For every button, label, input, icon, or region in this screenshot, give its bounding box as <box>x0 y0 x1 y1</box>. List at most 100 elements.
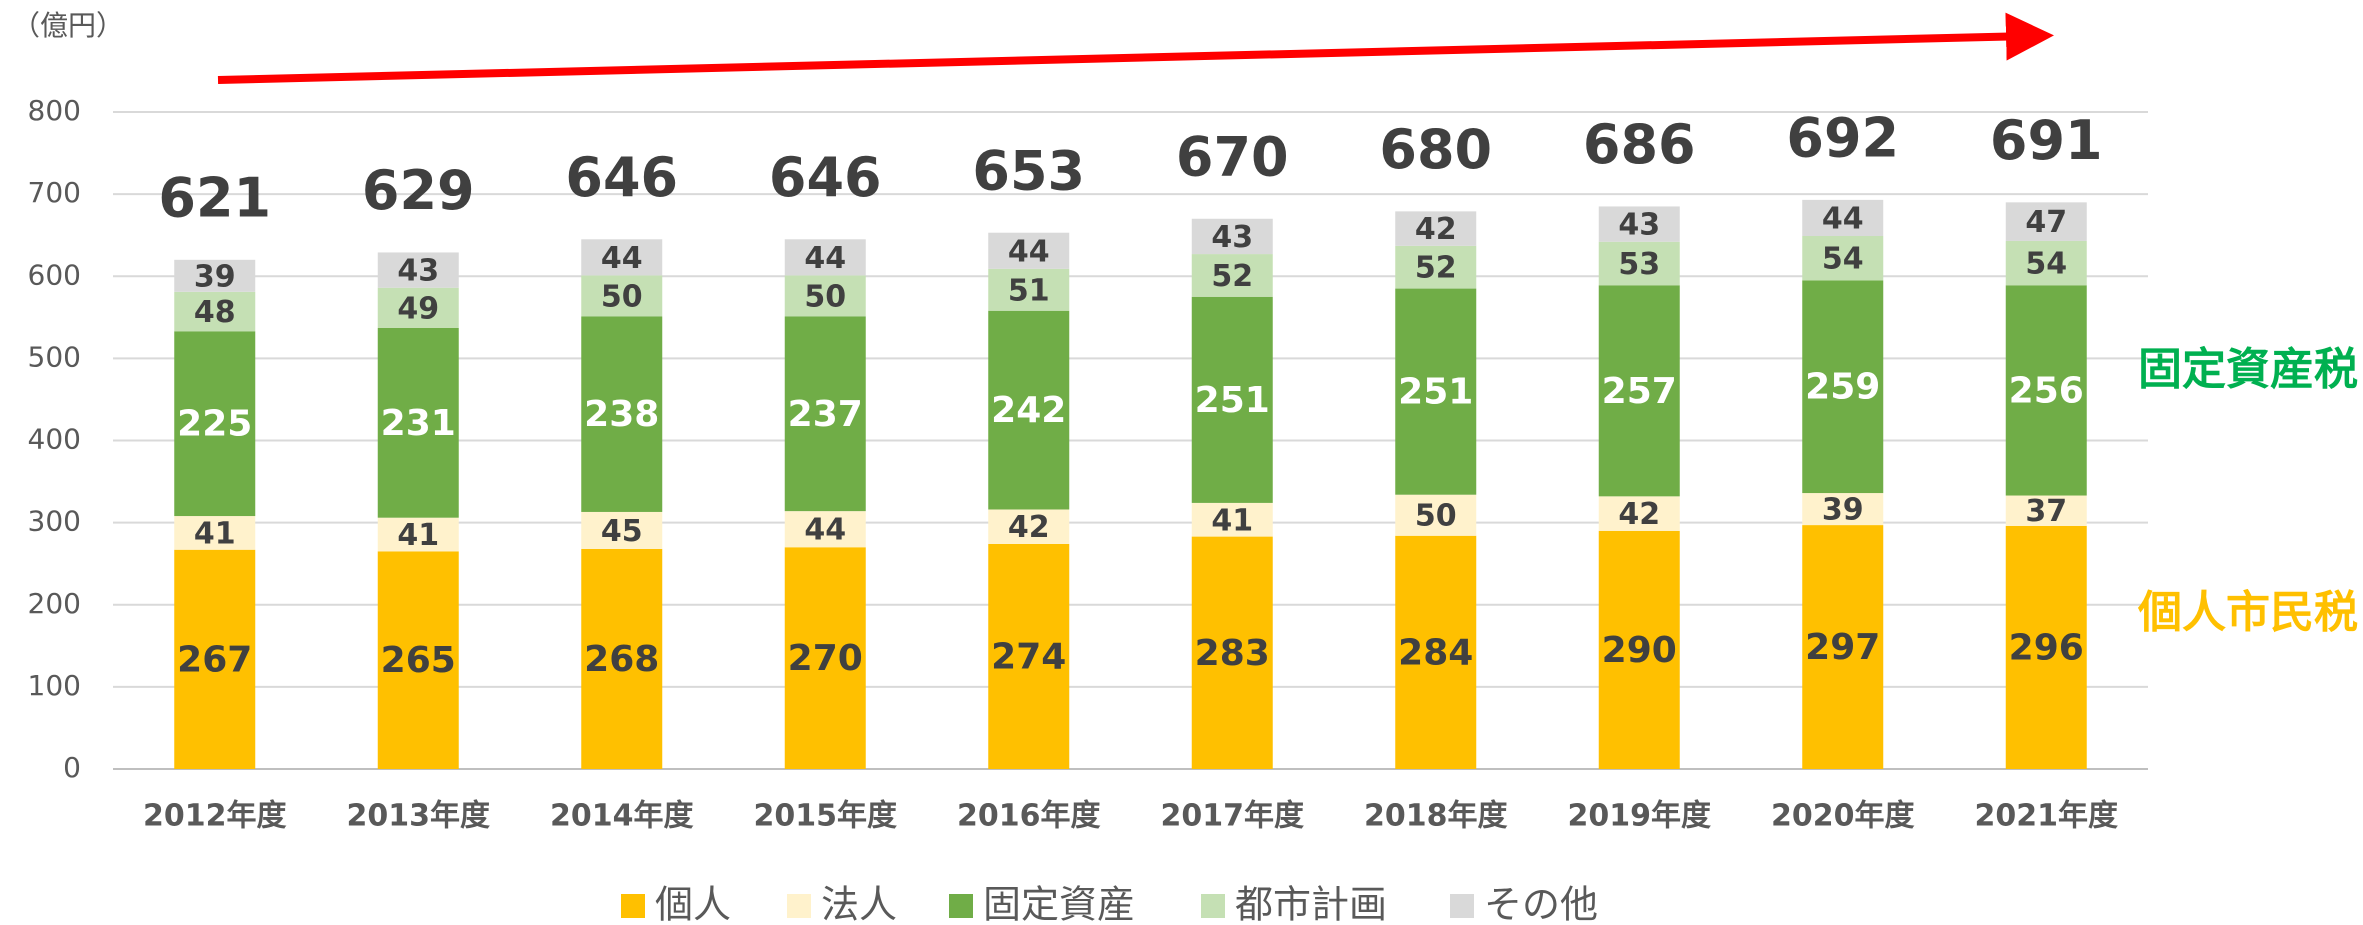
annotation: 固定資産税 <box>2138 344 2358 395</box>
x-tick-label: 2019年度 <box>1568 799 1712 834</box>
data-label: 251 <box>1398 372 1473 413</box>
data-label: 41 <box>397 518 439 553</box>
bar-segment <box>1191 536 1273 769</box>
bar-segment <box>1802 280 1884 494</box>
y-tick-label: 100 <box>28 669 81 702</box>
legend-label: 都市計画 <box>1235 883 1387 925</box>
data-label: 42 <box>1008 510 1050 545</box>
bar-segment <box>784 316 866 512</box>
data-label: 41 <box>194 516 236 551</box>
legend-swatch <box>949 894 973 918</box>
data-label: 50 <box>804 279 846 314</box>
legend-label: 個人 <box>655 883 731 925</box>
bar-segment <box>2005 525 2087 769</box>
data-label: 44 <box>601 241 643 276</box>
data-label: 37 <box>2025 494 2067 529</box>
bar-segment <box>1598 241 1680 286</box>
bar-segment <box>1191 218 1273 255</box>
data-label: 251 <box>1195 380 1270 421</box>
data-label: 49 <box>397 291 439 326</box>
bar-segment <box>581 548 663 769</box>
data-label: 39 <box>1822 493 1864 528</box>
data-label: 242 <box>991 390 1066 431</box>
data-label: 39 <box>194 259 236 294</box>
data-label: 265 <box>381 640 456 681</box>
legend-swatch <box>1450 894 1474 918</box>
data-label: 42 <box>1618 497 1660 532</box>
bar-segment <box>174 291 256 332</box>
data-label: 231 <box>381 403 456 444</box>
bar-segment <box>784 511 866 548</box>
x-tick-label: 2017年度 <box>1161 799 1305 834</box>
bar-segment <box>174 259 256 292</box>
legend-swatch <box>1201 894 1225 918</box>
data-label: 44 <box>804 241 846 276</box>
bar-segment <box>2005 495 2087 526</box>
legend-label: 固定資産 <box>983 883 1135 925</box>
data-label: 290 <box>1602 630 1677 671</box>
bar-segment <box>377 551 459 769</box>
bar-segment <box>581 511 663 549</box>
bar-segment <box>784 275 866 317</box>
legend-swatch <box>621 894 645 918</box>
data-label: 42 <box>1415 212 1457 247</box>
x-tick-label: 2012年度 <box>143 799 287 834</box>
bar-segment <box>1395 494 1477 536</box>
data-label: 256 <box>2009 370 2084 411</box>
bar-segment <box>174 331 256 517</box>
bar-segment <box>581 239 663 276</box>
bar-segment <box>988 268 1070 311</box>
bar-segment <box>2005 240 2087 286</box>
bar-segment <box>1395 211 1477 246</box>
x-tick-label: 2021年度 <box>1975 799 2119 834</box>
data-label: 284 <box>1398 632 1473 673</box>
x-tick-label: 2016年度 <box>957 799 1101 834</box>
data-label: 50 <box>1415 499 1457 534</box>
bar-segment <box>2005 285 2087 496</box>
data-label: 43 <box>1618 208 1660 243</box>
x-tick-label: 2013年度 <box>347 799 491 834</box>
total-label: 670 <box>1176 125 1289 188</box>
bar-segment <box>377 327 459 518</box>
data-label: 50 <box>601 279 643 314</box>
y-tick-label: 400 <box>28 423 81 456</box>
data-label: 48 <box>194 295 236 330</box>
bar-segment <box>1395 288 1477 495</box>
legend-swatch <box>787 894 811 918</box>
data-label: 296 <box>2009 627 2084 668</box>
bar-segment <box>988 232 1070 269</box>
bar-segment <box>377 517 459 552</box>
data-label: 43 <box>1211 220 1253 255</box>
data-label: 54 <box>2025 247 2067 282</box>
y-tick-label: 300 <box>28 505 81 538</box>
x-tick-label: 2020年度 <box>1771 799 1915 834</box>
bar-segment <box>1191 254 1273 297</box>
total-label: 653 <box>972 139 1085 202</box>
bar-segment <box>1598 285 1680 497</box>
data-label: 41 <box>1211 503 1253 538</box>
data-label: 259 <box>1805 367 1880 408</box>
data-label: 268 <box>584 639 659 680</box>
data-label: 44 <box>1822 201 1864 236</box>
y-tick-label: 500 <box>28 340 81 373</box>
x-tick-label: 2014年度 <box>550 799 694 834</box>
bar-segment <box>784 239 866 276</box>
bar-segment <box>988 509 1070 544</box>
data-label: 238 <box>584 394 659 435</box>
bar-segment <box>1598 496 1680 531</box>
bar-segment <box>2005 202 2087 241</box>
total-label: 692 <box>1786 107 1899 170</box>
bar-segment <box>377 287 459 328</box>
y-tick-label: 200 <box>28 587 81 620</box>
total-label: 691 <box>1990 109 2103 172</box>
data-label: 51 <box>1008 273 1050 308</box>
data-label: 54 <box>1822 242 1864 277</box>
bar-segment <box>1598 206 1680 242</box>
data-label: 274 <box>991 636 1066 677</box>
data-label: 270 <box>788 638 863 679</box>
data-label: 237 <box>788 394 863 435</box>
y-tick-label: 800 <box>28 94 81 127</box>
bar-segment <box>1191 502 1273 537</box>
